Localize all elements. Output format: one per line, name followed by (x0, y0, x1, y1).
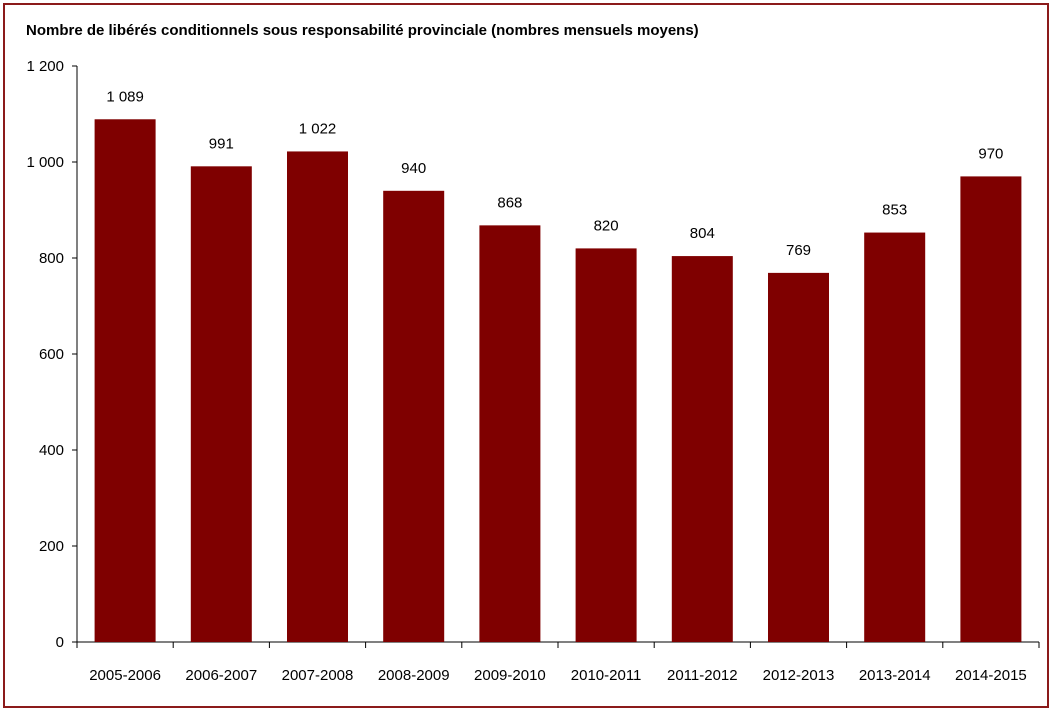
x-tick-label: 2007-2008 (282, 667, 354, 684)
data-label: 853 (882, 202, 907, 219)
data-label: 868 (497, 194, 522, 211)
bar (768, 272, 829, 642)
bar (94, 119, 156, 642)
x-tick-label: 2013-2014 (859, 667, 931, 684)
bar (383, 190, 445, 643)
data-label: 970 (978, 145, 1003, 162)
x-tick-label: 2012-2013 (763, 667, 835, 684)
chart-title: Nombre de libérés conditionnels sous res… (26, 22, 699, 39)
data-label: 769 (786, 242, 811, 259)
axes: 0 200 400 600 800 1 000 1 200 (26, 58, 1040, 651)
x-tick-label: 2008-2009 (378, 667, 450, 684)
y-tick-label: 400 (39, 442, 64, 459)
y-tick-label: 800 (39, 250, 64, 267)
y-tick-label: 0 (56, 634, 64, 651)
bar (960, 176, 1022, 642)
x-tick-label: 2011-2012 (667, 667, 738, 684)
bar (479, 225, 541, 643)
data-label: 991 (209, 135, 234, 152)
y-tick-label: 1 200 (26, 58, 64, 75)
y-tick-label: 1 000 (26, 154, 64, 171)
data-label: 940 (401, 160, 426, 177)
bar (864, 232, 926, 642)
x-tick-label: 2009-2010 (474, 667, 546, 684)
x-tick-label: 2010-2011 (571, 667, 642, 684)
x-tick-label: 2014-2015 (955, 667, 1027, 684)
data-label: 1 022 (299, 120, 337, 137)
data-label: 820 (594, 217, 619, 234)
data-label: 804 (690, 225, 715, 242)
data-label: 1 089 (106, 88, 144, 105)
bar (190, 166, 252, 642)
bars (94, 119, 1022, 643)
bar (575, 248, 637, 642)
y-tick-label: 200 (39, 538, 64, 555)
x-tick-label: 2005-2006 (89, 667, 161, 684)
labels: 1 089 2005-2006 991 2006-2007 1 022 2007-2008… (89, 88, 1027, 684)
bar (287, 151, 348, 642)
y-tick-label: 600 (39, 346, 64, 363)
x-tick-label: 2006-2007 (185, 667, 257, 684)
bar (671, 256, 733, 642)
